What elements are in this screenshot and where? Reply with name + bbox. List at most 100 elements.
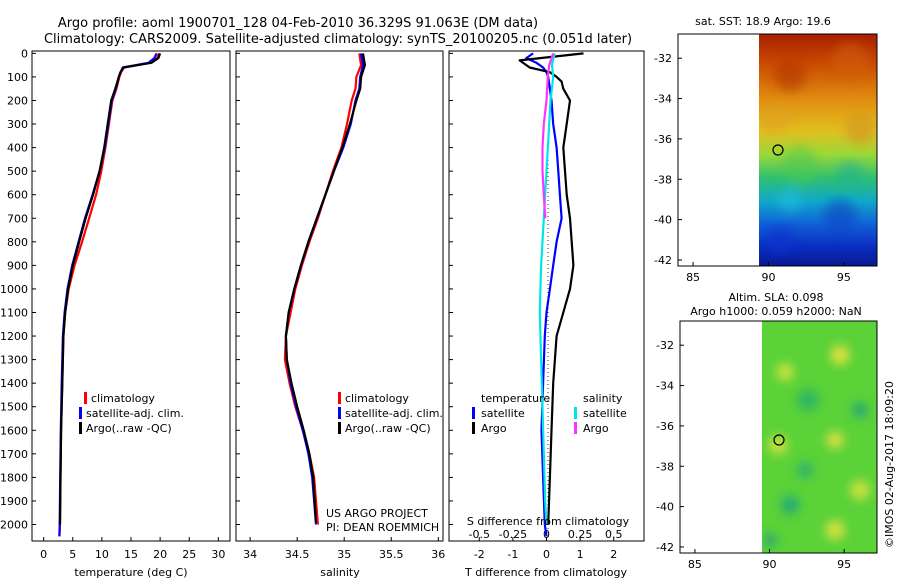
legend-label-climatology: climatology xyxy=(345,392,409,405)
x-tick-label: 36 xyxy=(431,548,445,561)
sal-legend: climatology satellite-adj. clim. Argo(..… xyxy=(338,392,443,435)
sst-map-title: sat. SST: 18.9 Argo: 19.6 xyxy=(695,15,831,28)
legend-label-temp-satellite: satellite xyxy=(481,407,525,420)
imos-credit: ©IMOS 02-Aug-2017 18:09:20 xyxy=(883,381,896,548)
depth-tick-label: 300 xyxy=(7,118,28,131)
legend-swatch-climatology xyxy=(338,392,341,404)
lat-tick-label: -40 xyxy=(654,214,672,227)
legend-swatch-argo xyxy=(338,422,341,434)
lat-tick-label: -32 xyxy=(656,339,674,352)
sla-map-subtitle: Argo h1000: 0.059 h2000: NaN xyxy=(690,305,862,318)
lon-tick-label: 95 xyxy=(837,271,851,284)
depth-tick-label: 2000 xyxy=(0,519,28,532)
project-note: US ARGO PROJECT xyxy=(326,507,428,520)
temp-profile-lines xyxy=(58,52,162,537)
legend-label-sal-argo: Argo xyxy=(583,422,609,435)
series-line-salinity-satellite xyxy=(538,53,556,525)
legend-swatch-sal-argo xyxy=(574,422,577,434)
sst-map-axes: -32 -34 -36 -38 -40 -42 85 90 95 xyxy=(654,52,851,284)
depth-tick-label: 800 xyxy=(7,236,28,249)
depth-tick-label: 0 xyxy=(21,47,28,60)
lon-tick-label: 90 xyxy=(761,271,775,284)
legend-head-temperature: temperature xyxy=(481,392,550,405)
series-line-temperature-argo xyxy=(518,52,584,525)
x-tick-label: 34 xyxy=(243,548,257,561)
legend-label-sal-satellite: satellite xyxy=(583,407,627,420)
sst-argo-marker xyxy=(772,144,784,156)
legend-swatch-climatology xyxy=(84,392,87,404)
lat-tick-label: -36 xyxy=(654,133,672,146)
depth-tick-label: 400 xyxy=(7,142,28,155)
sla-texture xyxy=(763,345,870,547)
lat-tick-label: -36 xyxy=(656,420,674,433)
figure-title: Argo profile: aoml 1900701_128 04-Feb-20… xyxy=(58,16,538,31)
lat-tick-label: -38 xyxy=(656,460,674,473)
legend-label-satellite: satellite-adj. clim. xyxy=(86,407,184,420)
depth-tick-label: 1500 xyxy=(0,401,28,414)
diff-xlabel-sal: S difference from climatology xyxy=(467,515,630,528)
series-line-argo-raw-qc- xyxy=(284,53,366,523)
x-tick-label: 10 xyxy=(95,548,109,561)
figure-subtitle: Climatology: CARS2009. Satellite-adjuste… xyxy=(44,32,632,47)
depth-tick-label: 1400 xyxy=(0,377,28,390)
series-line-salinity-argo xyxy=(541,53,555,219)
sst-texture xyxy=(761,42,875,254)
lon-tick-label: 85 xyxy=(688,558,702,571)
legend-label-temp-argo: Argo xyxy=(481,422,507,435)
diff-x-axis: -2 -1 0 1 2-0.5 -0.25 0 0.25 0.5 xyxy=(469,528,623,561)
lat-tick-label: -40 xyxy=(656,501,674,514)
lat-tick-label: -42 xyxy=(654,254,672,267)
temp-xlabel: temperature (deg C) xyxy=(74,566,187,579)
legend-swatch-temp-argo xyxy=(472,422,475,434)
depth-tick-label: 600 xyxy=(7,189,28,202)
x-tick-label: 1 xyxy=(577,548,584,561)
x-tick-label: 5 xyxy=(69,548,76,561)
legend-head-salinity: salinity xyxy=(583,392,623,405)
sst-map-frame xyxy=(677,33,878,267)
diff-legend: temperature salinity satellite Argo sate… xyxy=(472,392,627,435)
x-tick-label: 30 xyxy=(211,548,225,561)
depth-tick-label: 100 xyxy=(7,71,28,84)
legend-swatch-temp-satellite xyxy=(472,407,475,419)
lat-tick-label: -38 xyxy=(654,173,672,186)
x-tick-label: 2 xyxy=(610,548,617,561)
legend-swatch-satellite xyxy=(338,407,341,419)
x-tick-label: 0 xyxy=(40,548,47,561)
depth-tick-label: 1900 xyxy=(0,495,28,508)
legend-label-satellite: satellite-adj. clim. xyxy=(345,407,443,420)
legend-label-climatology: climatology xyxy=(91,392,155,405)
depth-tick-label: 1600 xyxy=(0,424,28,437)
depth-tick-label: 1800 xyxy=(0,471,28,484)
x-tick-label: 15 xyxy=(124,548,138,561)
depth-tick-label: 1200 xyxy=(0,330,28,343)
x-tick-label: 25 xyxy=(182,548,196,561)
sal-xlabel: salinity xyxy=(320,566,360,579)
x-tick-label: -1 xyxy=(507,548,518,561)
depth-tick-label: 900 xyxy=(7,259,28,272)
legend-swatch-sal-satellite xyxy=(574,407,577,419)
depth-tick-label: 500 xyxy=(7,165,28,178)
legend-label-argo: Argo(..raw -QC) xyxy=(345,422,431,435)
series-line-satellite-adj-clim- xyxy=(284,53,365,525)
sla-map-axes: -32 -34 -36 -38 -40 -42 85 90 95 xyxy=(656,339,851,571)
sal-x-axis: 34 34.5 35 35.5 36 xyxy=(243,537,445,561)
depth-tick-label: 1000 xyxy=(0,283,28,296)
x-tick-label: -2 xyxy=(474,548,485,561)
lat-tick-label: -34 xyxy=(656,380,674,393)
lon-tick-label: 85 xyxy=(686,271,700,284)
diff-xlabel: T difference from climatology xyxy=(464,566,627,579)
temp-x-axis: 0 5 10 15 20 25 30 xyxy=(40,537,225,561)
sal-profile-lines xyxy=(283,53,366,525)
x-tick-label: 35 xyxy=(337,548,351,561)
legend-label-argo: Argo(..raw -QC) xyxy=(86,422,172,435)
diff-profile-lines xyxy=(518,52,584,537)
lat-tick-label: -34 xyxy=(654,93,672,106)
lat-tick-label: -32 xyxy=(654,52,672,65)
s-tick-label: 0.5 xyxy=(605,528,623,541)
x-tick-label: 0 xyxy=(543,548,550,561)
x-tick-label: 20 xyxy=(153,548,167,561)
sla-map-title: Altim. SLA: 0.098 xyxy=(728,291,823,304)
lon-tick-label: 90 xyxy=(763,558,777,571)
sla-map-frame xyxy=(679,320,878,554)
depth-tick-label: 1300 xyxy=(0,354,28,367)
